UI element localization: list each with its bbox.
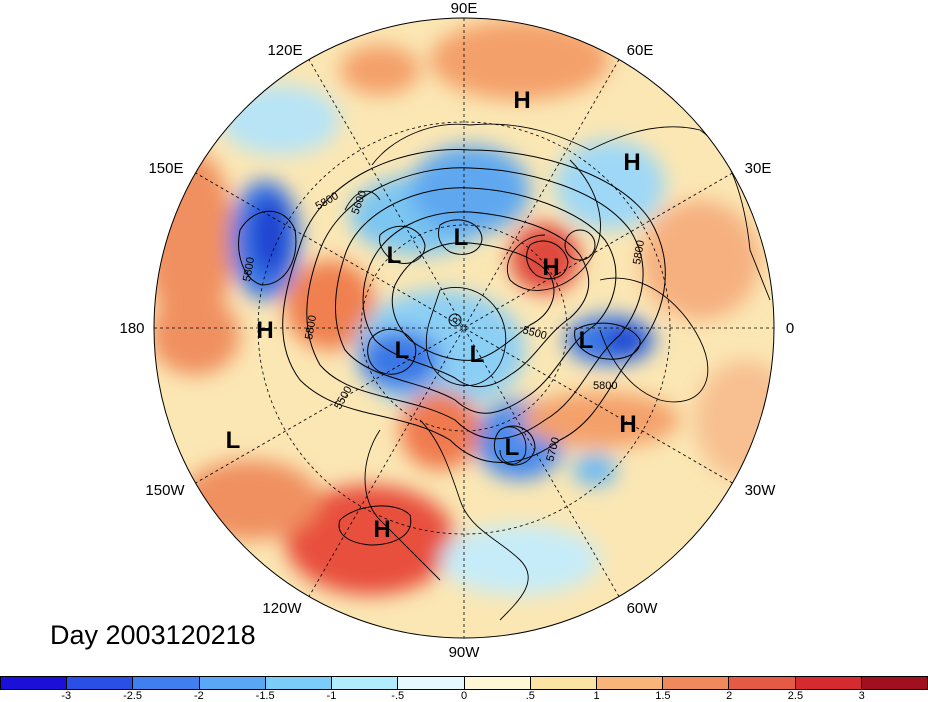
lon-90w-label: 90W <box>449 644 481 661</box>
high-center-ural: H <box>623 149 640 176</box>
date-label: Day 2003120218 <box>50 620 256 650</box>
colorbar-tick-label: -1.5 <box>255 690 275 702</box>
coastlines <box>344 123 771 621</box>
colorbar-tick-label: -2 <box>193 690 204 702</box>
colorbar-tick-label: -.5 <box>391 690 405 702</box>
lon-150e-label: 150E <box>148 160 183 177</box>
colorbar-tick-label: 0 <box>460 690 468 702</box>
colorbar-tick-label: -3 <box>61 690 72 702</box>
lon-0-label: 0 <box>786 320 794 337</box>
colorbar-tick-label: 2 <box>726 690 733 702</box>
high-center-atlantic: H <box>619 411 636 438</box>
colorbar-box <box>663 677 730 689</box>
contour-label-5800-b: 5800 <box>631 239 647 265</box>
colorbar-box <box>795 677 862 689</box>
contour-label-5800-c: 5800 <box>593 380 617 392</box>
lon-60e-label: 60E <box>627 42 654 59</box>
low-center-kamchatka: L <box>387 242 402 269</box>
lon-180-label: 180 <box>119 320 144 337</box>
high-center-southwest-us: H <box>373 516 390 543</box>
colorbar-box <box>729 677 796 689</box>
contour-label-5800-e: 5800 <box>241 256 257 282</box>
lon-60w-label: 60W <box>627 600 659 617</box>
colorbar-tick-label: -2.5 <box>123 690 143 702</box>
high-center-pacific: H <box>256 317 273 344</box>
colorbar-tick-label: 3 <box>858 690 865 702</box>
colorbar-tick-labels: -3 -2.5 -2 -1.5 -1 -.5 0 .5 1 1.5 2 2.5 3 <box>0 690 928 702</box>
colorbar <box>0 676 928 690</box>
colorbar-tick-label: 1.5 <box>655 690 671 702</box>
colorbar-tick-label: -1 <box>326 690 337 702</box>
colorbar-box <box>861 677 928 689</box>
colorbar-tick-label: .5 <box>525 690 535 702</box>
colorbar-tick-label: 2.5 <box>787 690 804 702</box>
low-center-aleutian: L <box>226 427 241 454</box>
lon-120e-label: 120E <box>267 42 302 59</box>
colorbar-tick-label: 1 <box>593 690 600 702</box>
colorbar-box <box>398 677 465 689</box>
graticule <box>154 18 774 638</box>
contour-label-5800-d: 5800 <box>303 314 319 340</box>
map-boundary <box>153 17 775 639</box>
high-center-siberia: H <box>513 87 530 114</box>
low-center-baffin: L <box>395 337 410 364</box>
lon-120w-label: 120W <box>262 600 302 617</box>
lon-90e-label: 90E <box>451 0 478 17</box>
colorbar-box <box>530 677 597 689</box>
colorbar-box <box>464 677 531 689</box>
colorbar-box <box>596 677 664 689</box>
high-center-europe: H <box>542 254 559 281</box>
colorbar-box <box>265 677 333 689</box>
colorbar-box <box>133 677 200 689</box>
lon-30e-label: 30E <box>745 160 772 177</box>
low-center-hudson: L <box>470 341 485 368</box>
height-contours <box>238 149 666 546</box>
low-center-east-siberia: L <box>454 224 469 251</box>
colorbar-box <box>199 677 266 689</box>
colorbar-box <box>332 677 399 689</box>
lon-30w-label: 30W <box>745 482 777 499</box>
low-center-iceland: L <box>579 327 594 354</box>
colorbar-box <box>67 677 134 689</box>
lon-150w-label: 150W <box>145 482 185 499</box>
colorbar-box <box>1 677 68 689</box>
low-center-newfoundland: L <box>505 434 520 461</box>
